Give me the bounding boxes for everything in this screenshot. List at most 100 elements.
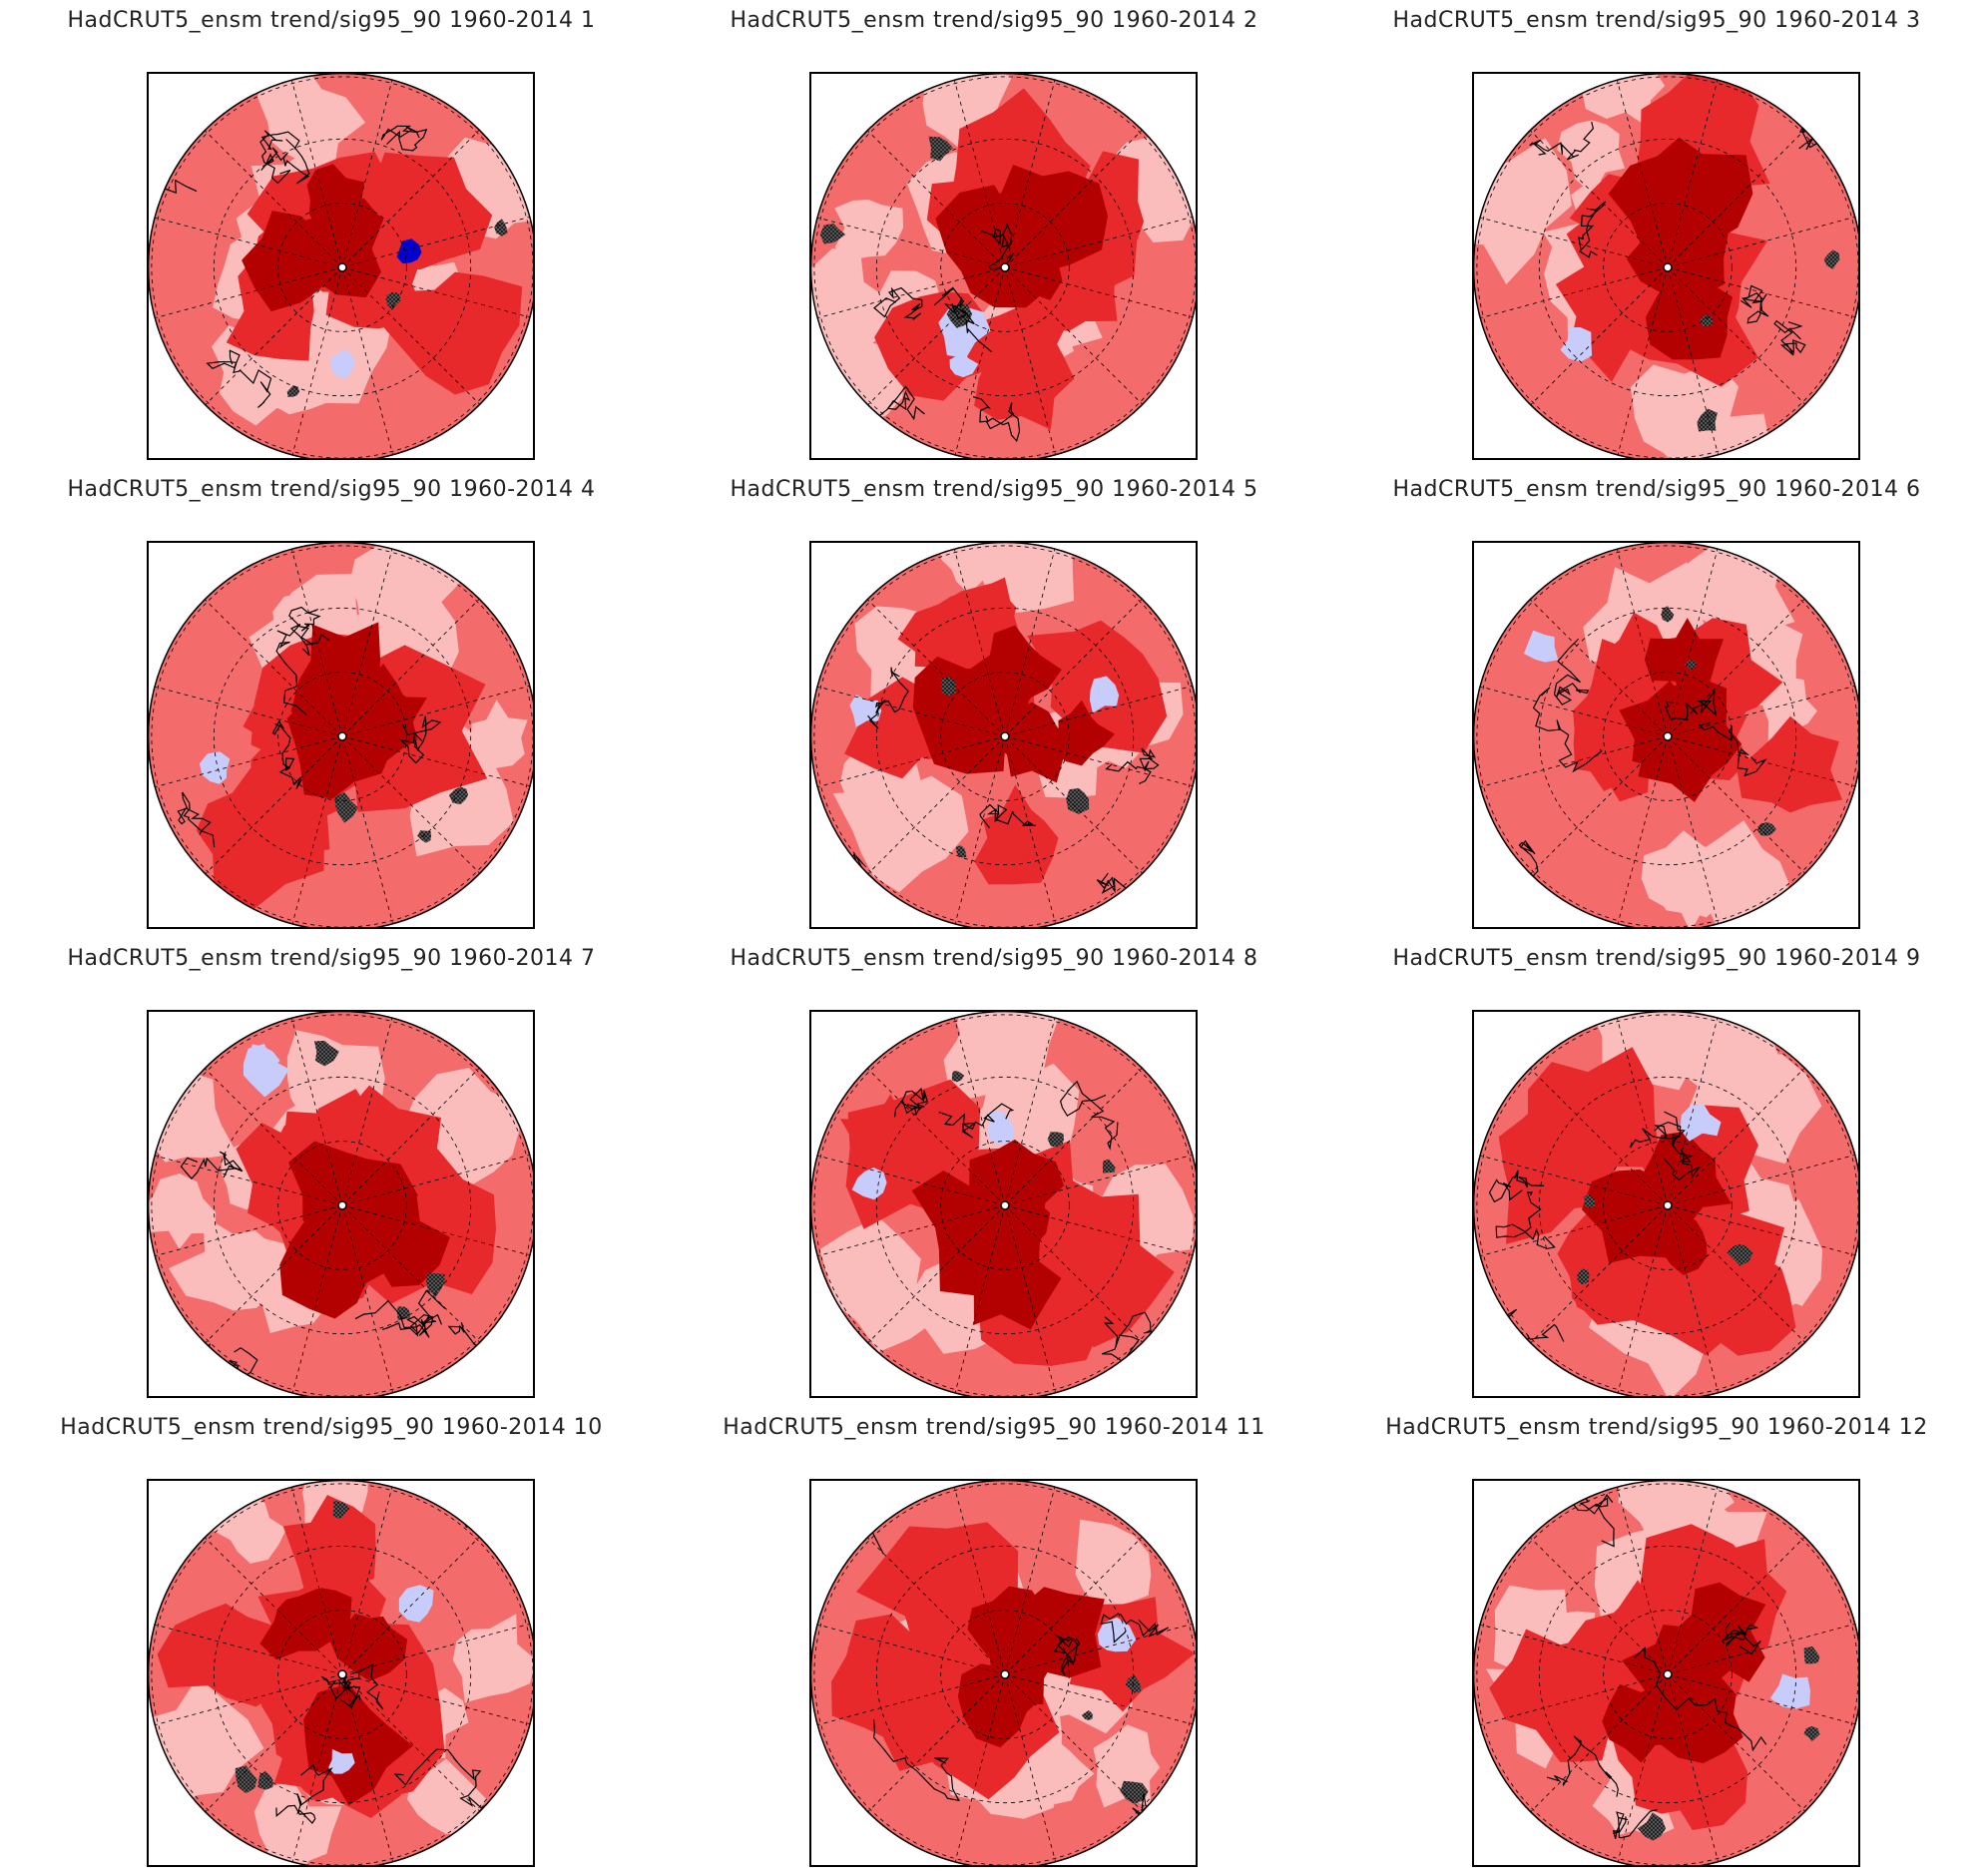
significance-stipple (1803, 1645, 1820, 1664)
coastline (1553, 638, 1590, 705)
meridian-line (204, 1068, 343, 1206)
significance-stipple (426, 1273, 445, 1297)
significance-stipple (1584, 1193, 1596, 1208)
polar-map (147, 541, 535, 929)
meridian-line (341, 266, 394, 456)
significance-stipple (1661, 606, 1675, 623)
cooling-region (1097, 1617, 1137, 1652)
meridian-line (1667, 1204, 1720, 1394)
map-graphic (811, 1481, 1196, 1865)
weak-warming-region (1474, 138, 1572, 285)
meridian-line (341, 1673, 531, 1725)
latitude-circle (277, 1141, 407, 1270)
latitude-circle (151, 1483, 533, 1865)
polar-map (1472, 541, 1860, 929)
meridian-line (816, 735, 1006, 788)
meridian-line (1667, 598, 1805, 737)
meridian-line (341, 735, 531, 787)
weak-warming-region (832, 775, 969, 893)
latitude-circle (1603, 672, 1733, 801)
coastline (206, 349, 272, 408)
meridian-line (341, 1204, 531, 1256)
meridian-line (816, 1673, 1006, 1726)
map-graphic (149, 74, 533, 458)
meridian-line (1004, 1623, 1194, 1675)
coastline (1101, 1311, 1168, 1363)
weak-warming-region (212, 325, 305, 426)
meridian-line (1004, 735, 1194, 787)
significance-stipple (235, 1765, 257, 1794)
strong-warming-region (242, 211, 351, 312)
significance-stipple (1081, 1710, 1094, 1721)
meridian-line (341, 1067, 480, 1206)
coastline (339, 1663, 384, 1710)
cooling-region (329, 348, 356, 379)
coastline (459, 1481, 514, 1528)
latitude-circle (813, 76, 1196, 458)
meridian-line (816, 1204, 1006, 1257)
meridian-line (291, 735, 343, 925)
meridian-line (1004, 1067, 1143, 1206)
meridian-line (154, 1155, 343, 1206)
strong-warming-region (1619, 681, 1706, 781)
meridian-line (1617, 266, 1669, 456)
meridian-line (1616, 1486, 1669, 1675)
latitude-circle (813, 1483, 1196, 1865)
coastline (1798, 107, 1846, 151)
meridian-line (1479, 1155, 1669, 1206)
latitude-circle (277, 1610, 407, 1739)
strong-warming-region (259, 1588, 332, 1660)
panel-title: HadCRUT5_ensm trend/sig95_90 1960-2014 9 (1392, 946, 1921, 971)
significance-stipple (1684, 660, 1698, 671)
significance-stipple (313, 1040, 339, 1067)
significance-stipple (333, 791, 358, 823)
latitude-circle (1476, 1483, 1858, 1865)
coastline (1059, 1080, 1119, 1151)
meridian-line (1667, 1623, 1856, 1675)
significance-stipple (928, 136, 953, 162)
polar-map (147, 72, 535, 460)
meridian-line (1530, 1204, 1669, 1344)
coastline (381, 1313, 443, 1337)
map-panel-5: HadCRUT5_ensm trend/sig95_90 1960-2014 5 (663, 469, 1325, 938)
cooling-region (243, 1044, 289, 1098)
latitude-circle (940, 1610, 1070, 1739)
meridian-line (1004, 1204, 1144, 1343)
significance-stipple (1756, 822, 1776, 836)
latitude-circle (1538, 1076, 1797, 1335)
meridian-line (1667, 1067, 1805, 1206)
coastline (1053, 1635, 1081, 1676)
map-graphic (1474, 74, 1858, 458)
meridian-line (867, 1204, 1006, 1344)
coastline (894, 1087, 928, 1118)
significance-stipple (332, 1501, 350, 1520)
panel-title: HadCRUT5_ensm trend/sig95_90 1960-2014 3 (1392, 8, 1921, 33)
coastline (398, 715, 442, 764)
meridian-line (1667, 266, 1806, 405)
strong-warming-region (935, 185, 1053, 308)
warming-region (1489, 1629, 1638, 1762)
meridian-line (1004, 1204, 1194, 1256)
meridian-line (953, 548, 1006, 737)
weak-warming-region (256, 74, 366, 177)
meridian-line (867, 266, 1006, 406)
meridian-line (954, 735, 1006, 925)
meridian-line (1617, 1204, 1669, 1394)
cooling-region (1769, 1673, 1810, 1709)
latitude-circle (1538, 607, 1797, 866)
meridian-line (205, 266, 343, 406)
panel-title: HadCRUT5_ensm trend/sig95_90 1960-2014 2 (730, 8, 1258, 33)
strong-warming-region (1623, 1171, 1687, 1234)
latitude-circle (1603, 203, 1733, 332)
coastline (1488, 1170, 1545, 1203)
latitude-circle (151, 1014, 533, 1396)
meridian-line (1004, 685, 1194, 737)
latitude-circle (813, 1014, 1196, 1396)
map-panel-8: HadCRUT5_ensm trend/sig95_90 1960-2014 8 (663, 938, 1325, 1407)
north-pole-marker (337, 731, 347, 741)
meridian-line (154, 686, 343, 737)
latitude-circle (940, 203, 1070, 332)
meridian-line (154, 1624, 343, 1675)
meridian-line (204, 1537, 343, 1675)
polar-map (809, 541, 1198, 929)
